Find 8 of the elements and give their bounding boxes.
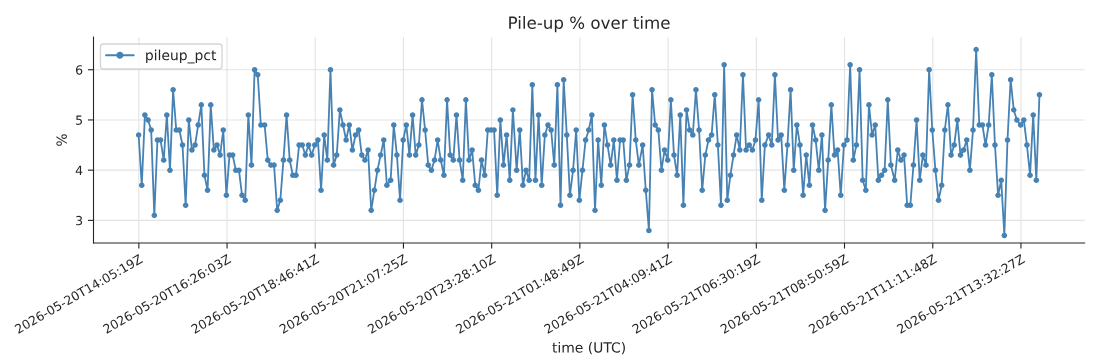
y-tick-label: 6 [76,65,83,75]
y-tick-label: 3 [76,215,83,226]
y-tick-label: 5 [76,115,82,125]
legend-label: pileup_pct [146,49,217,64]
y-tick-label: 4 [75,165,83,175]
x-axis-title: time (UTC) [552,341,625,355]
y-axis-title: % [56,134,67,146]
chart-title: Pile-up % over time [509,16,670,33]
